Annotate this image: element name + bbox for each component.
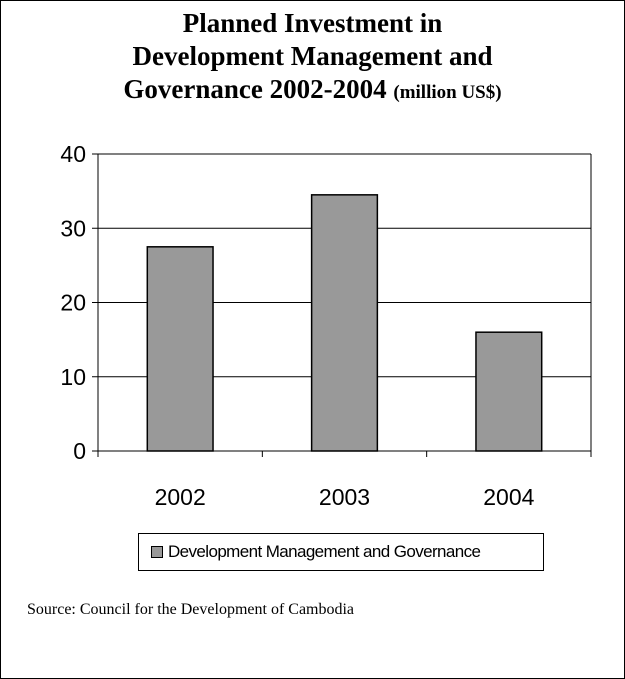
bar-2002 — [146, 246, 214, 452]
y-tick-label-0: 0 — [73, 438, 86, 464]
legend-label: Development Management and Governance — [168, 542, 481, 561]
x-tick-label-2002: 2002 — [155, 484, 206, 510]
legend-swatch — [151, 546, 163, 558]
x-tick-label-2004: 2004 — [483, 484, 534, 510]
chart-legend: Development Management and Governance — [138, 533, 544, 571]
bar-2003 — [310, 194, 379, 452]
y-tick-label-2: 20 — [60, 290, 86, 316]
source-note: Source: Council for the Development of C… — [27, 601, 355, 618]
y-tick-label-4: 40 — [60, 141, 86, 167]
y-tick-label-3: 30 — [60, 215, 86, 241]
chart-title-line-3: Governance 2002-2004 — [123, 74, 387, 104]
chart-title-unit: (million US$) — [393, 82, 502, 103]
chart-title-line-1: Planned Investment in — [182, 8, 443, 38]
chart-title-line-2: Development Management and — [132, 41, 493, 71]
y-tick-label-1: 10 — [60, 364, 86, 390]
x-tick-label-2003: 2003 — [319, 484, 370, 510]
bar-2004 — [475, 331, 543, 452]
chart-title: Planned Investment in Development Manage… — [1, 7, 624, 109]
